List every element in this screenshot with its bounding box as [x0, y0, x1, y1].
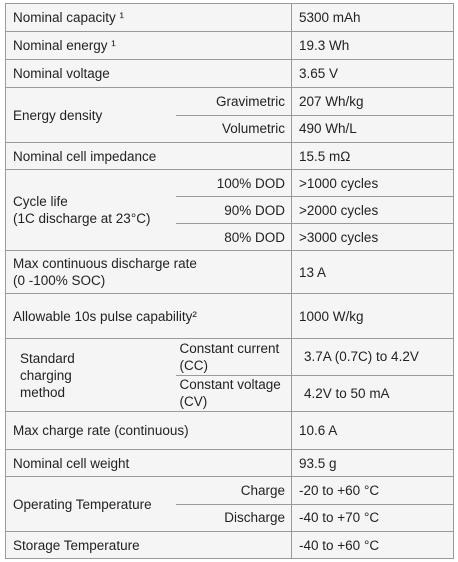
- row-label: Nominal energy ¹: [4, 31, 293, 60]
- label-line: Energy density: [13, 107, 103, 123]
- sub-label: 100% DOD: [175, 169, 293, 197]
- table-row: Discharge -40 to +70 °C: [6, 503, 455, 532]
- label-line: (1C discharge at 23°C): [13, 211, 151, 226]
- row-label: Nominal voltage: [4, 59, 293, 88]
- label-line: Storage Temperature: [13, 537, 140, 553]
- sub-label: Constant voltage (CV): [175, 374, 293, 412]
- row-label: Energy density: [5, 87, 176, 143]
- label-line: Operating Temperature: [13, 496, 152, 512]
- sub-label: Gravimetric: [175, 87, 293, 116]
- sub-label: 80% DOD: [175, 223, 293, 251]
- table-row: Nominal energy ¹ 19.3 Wh: [4, 31, 455, 60]
- label-line: Standard: [20, 350, 75, 366]
- table-row: Constant voltage (CV) 4.2V to 50 mA: [6, 374, 455, 412]
- table-row: Allowable 10s pulse capability² 1000 W/kg: [4, 293, 455, 339]
- table-row: Volumetric 490 Wh/L: [6, 114, 455, 143]
- row-label: Max charge rate (continuous): [4, 411, 293, 450]
- table-row: Energy density Gravimetric 207 Wh/kg: [5, 87, 455, 143]
- row-label: Max continuous discharge rate (0 -100% SO…: [4, 250, 293, 294]
- label-line: method: [20, 384, 66, 400]
- label-line: Cycle life: [13, 194, 68, 209]
- table-row: Nominal voltage 3.65 V: [4, 59, 455, 88]
- value: 5300 mAh: [291, 3, 455, 32]
- table-row: Nominal cell impedance 15.5 mΩ: [4, 142, 455, 170]
- spec-table: Nominal capacity ¹ 5300 mAh Nominal energy…: [4, 3, 455, 559]
- row-label: Operating Temperature: [5, 476, 176, 532]
- sub-label: Volumetric: [175, 114, 293, 143]
- row-label: Nominal capacity ¹: [4, 3, 293, 32]
- table-row: Max charge rate (continuous) 10.6 A: [4, 411, 455, 450]
- label-line: (0 -100% SOC): [13, 273, 106, 288]
- label-line: Nominal energy ¹: [13, 38, 116, 53]
- label-line: charging: [20, 367, 72, 383]
- row-label: Nominal cell impedance: [4, 142, 293, 170]
- label-line: Nominal cell impedance: [13, 148, 157, 164]
- table-row: Standard charging method Constant current (…: [5, 338, 455, 412]
- row-label: Allowable 10s pulse capability²: [4, 293, 293, 339]
- sub-label: Discharge: [175, 503, 293, 532]
- row-label: Storage Temperature: [4, 531, 293, 559]
- label-line: Nominal cell weight: [13, 455, 130, 471]
- label-line: Max continuous discharge rate: [13, 256, 197, 271]
- row-label: Standard charging method: [5, 338, 176, 412]
- row-label: Nominal cell weight: [4, 449, 293, 477]
- table-row: Max continuous discharge rate (0 -100% SO…: [4, 250, 455, 294]
- value: 15.5 mΩ: [291, 142, 455, 170]
- value: 490 Wh/L: [291, 114, 455, 143]
- value: 207 Wh/kg: [291, 87, 455, 116]
- value: 13 A: [291, 250, 455, 294]
- value: 10.6 A: [291, 411, 455, 450]
- value: >2000 cycles: [291, 196, 455, 224]
- value: -20 to +60 °C: [291, 476, 455, 505]
- value: >3000 cycles: [291, 223, 455, 251]
- table-row: Nominal capacity ¹ 5300 mAh: [4, 3, 455, 32]
- value: 4.2V to 50 mA: [291, 374, 455, 412]
- value: 1000 W/kg: [291, 293, 455, 339]
- table-row: 80% DOD >3000 cycles: [6, 223, 455, 251]
- value: -40 to +70 °C: [291, 503, 455, 532]
- value: 93.5 g: [291, 449, 455, 477]
- table-row: Nominal cell weight 93.5 g: [4, 449, 455, 477]
- label-line: Allowable 10s pulse capability²: [13, 308, 197, 324]
- sub-label: Charge: [175, 476, 293, 505]
- sub-label: 90% DOD: [175, 196, 293, 224]
- sub-label: Constant current (CC): [175, 338, 293, 376]
- value: 3.7A (0.7C) to 4.2V: [291, 338, 455, 376]
- value: 3.65 V: [291, 59, 455, 88]
- value: 19.3 Wh: [291, 31, 455, 60]
- row-label: Cycle life (1C discharge at 23°C): [5, 169, 176, 251]
- table-row: Operating Temperature Charge -20 to +60 °C: [5, 476, 455, 532]
- label-line: Nominal voltage: [13, 66, 110, 81]
- value: >1000 cycles: [291, 169, 455, 197]
- label-line: Max charge rate (continuous): [13, 423, 189, 438]
- table-row: Cycle life (1C discharge at 23°C) 100% DOD…: [5, 169, 455, 251]
- value: -40 to +60 °C: [291, 531, 455, 559]
- label-line: Nominal capacity ¹: [13, 10, 125, 25]
- table-row: Storage Temperature -40 to +60 °C: [4, 531, 455, 559]
